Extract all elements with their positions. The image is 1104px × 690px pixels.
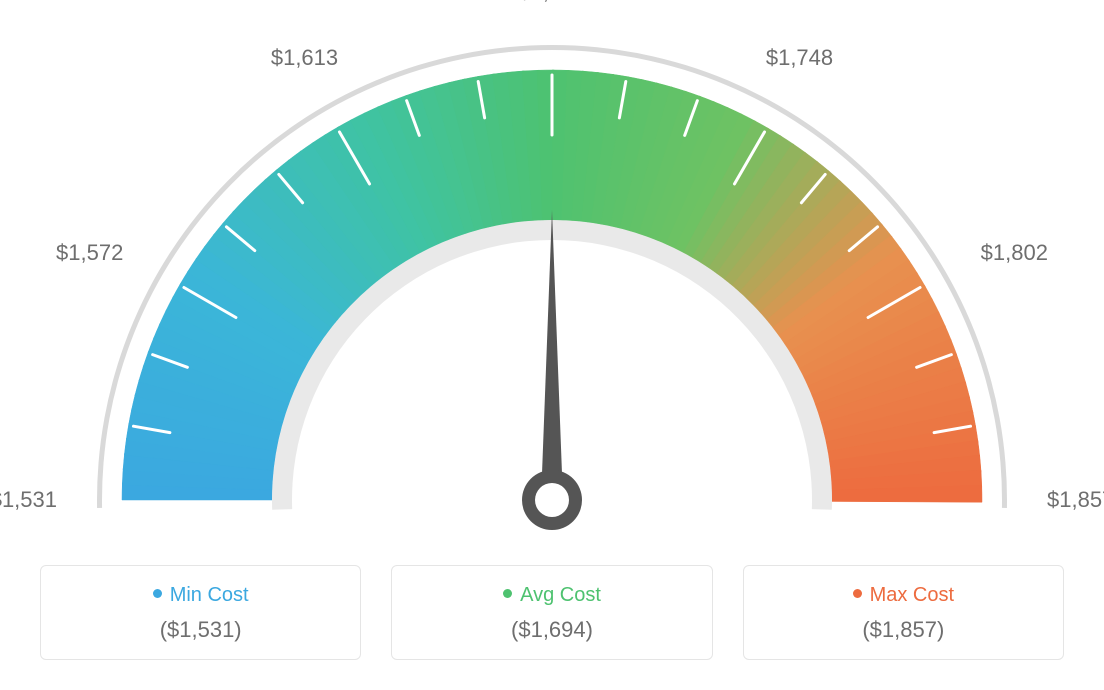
max-cost-title: Max Cost <box>754 584 1053 607</box>
max-cost-card: Max Cost ($1,857) <box>743 565 1064 660</box>
gauge-tick-label: $1,802 <box>981 240 1048 266</box>
gauge-svg <box>0 0 1104 540</box>
avg-cost-card: Avg Cost ($1,694) <box>391 565 712 660</box>
gauge-tick-label: $1,613 <box>271 45 338 71</box>
min-cost-value: ($1,531) <box>51 617 350 643</box>
avg-cost-dot <box>503 589 512 598</box>
min-cost-card: Min Cost ($1,531) <box>40 565 361 660</box>
min-cost-title: Min Cost <box>51 584 350 607</box>
min-cost-label: Min Cost <box>170 584 249 606</box>
max-cost-value: ($1,857) <box>754 617 1053 643</box>
avg-cost-label: Avg Cost <box>520 584 601 606</box>
gauge-tick-label: $1,572 <box>56 240 123 266</box>
min-cost-dot <box>153 589 162 598</box>
gauge-tick-label: $1,748 <box>766 45 833 71</box>
gauge-tick-label: $1,857 <box>1047 487 1104 513</box>
summary-cards: Min Cost ($1,531) Avg Cost ($1,694) Max … <box>40 565 1064 660</box>
max-cost-dot <box>853 589 862 598</box>
gauge-chart: $1,531 $1,572 $1,613 $1,694 $1,748 $1,802 $1,8… <box>0 0 1104 540</box>
max-cost-label: Max Cost <box>870 584 954 606</box>
avg-cost-title: Avg Cost <box>402 584 701 607</box>
gauge-tick-label: $1,531 <box>0 487 57 513</box>
gauge-tick-label: $1,694 <box>518 0 585 5</box>
avg-cost-value: ($1,694) <box>402 617 701 643</box>
